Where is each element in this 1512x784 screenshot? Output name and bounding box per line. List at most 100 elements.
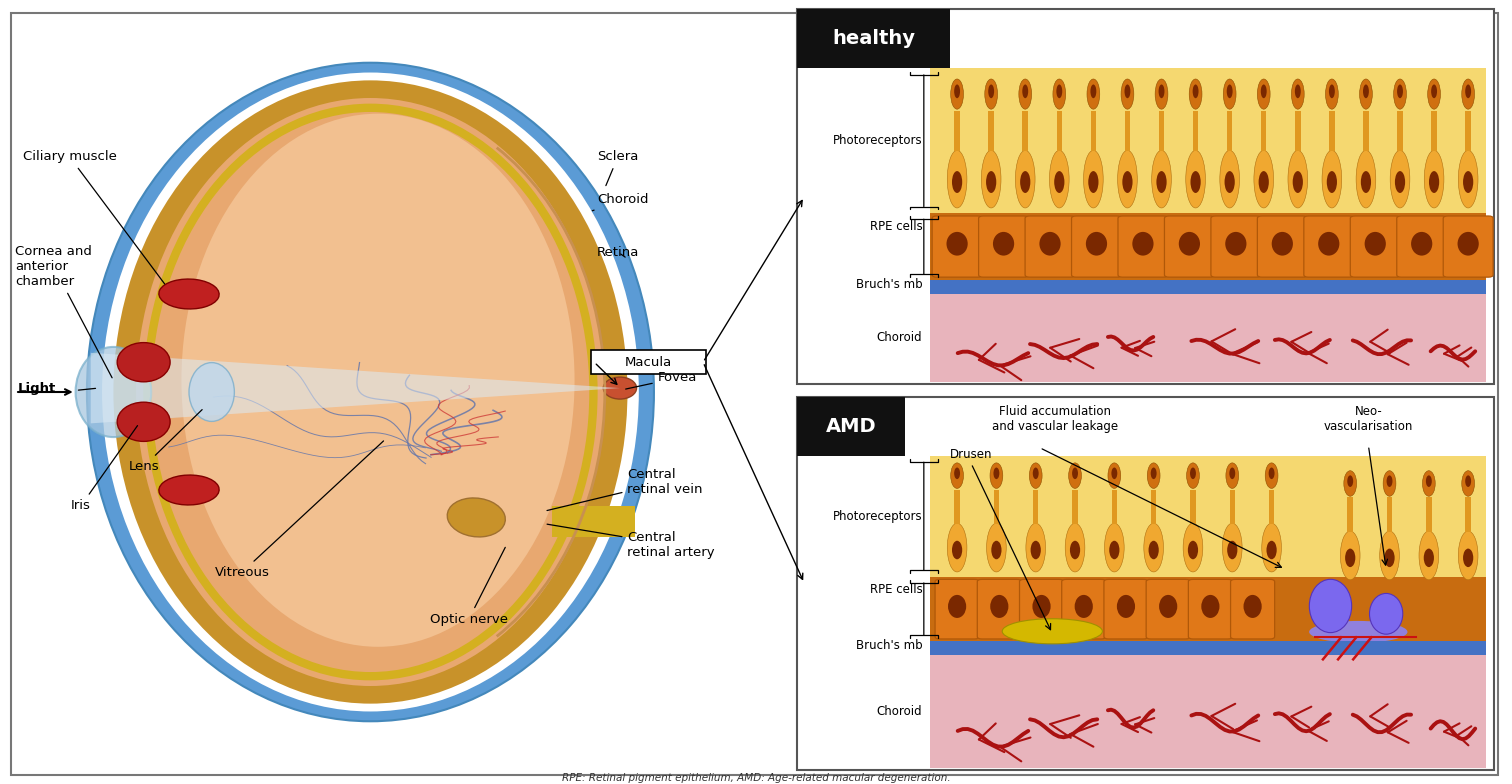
Ellipse shape (1340, 531, 1361, 580)
Ellipse shape (1069, 463, 1081, 488)
Ellipse shape (1394, 79, 1406, 109)
Bar (1465, 497, 1471, 532)
Ellipse shape (947, 232, 968, 256)
Ellipse shape (947, 151, 968, 208)
Ellipse shape (1272, 232, 1293, 256)
Bar (1158, 111, 1164, 151)
Ellipse shape (1370, 593, 1403, 634)
Ellipse shape (1019, 79, 1031, 109)
Ellipse shape (1049, 151, 1069, 208)
Ellipse shape (1182, 523, 1204, 572)
Ellipse shape (951, 79, 963, 109)
Ellipse shape (103, 73, 638, 712)
Ellipse shape (1089, 171, 1099, 193)
Ellipse shape (1087, 79, 1099, 109)
Bar (1226, 111, 1232, 151)
Bar (1387, 497, 1393, 532)
Bar (930, 641, 1486, 655)
Ellipse shape (1309, 579, 1352, 633)
Bar (797, 397, 904, 456)
FancyBboxPatch shape (1164, 216, 1214, 278)
Ellipse shape (954, 467, 960, 479)
Ellipse shape (1228, 541, 1237, 559)
Ellipse shape (1160, 595, 1178, 618)
FancyBboxPatch shape (1188, 579, 1232, 639)
Ellipse shape (954, 85, 960, 98)
Bar (1397, 111, 1403, 151)
Bar (930, 655, 1486, 768)
Ellipse shape (1222, 523, 1241, 572)
Ellipse shape (1125, 85, 1131, 98)
FancyBboxPatch shape (1072, 216, 1122, 278)
Ellipse shape (1110, 541, 1119, 559)
Bar (552, 506, 635, 537)
Text: Light: Light (18, 382, 56, 394)
Ellipse shape (1424, 151, 1444, 208)
Ellipse shape (993, 467, 999, 479)
Text: Choroid: Choroid (593, 194, 649, 211)
Ellipse shape (113, 80, 627, 704)
Ellipse shape (1122, 171, 1132, 193)
Ellipse shape (1344, 470, 1356, 496)
Ellipse shape (1157, 171, 1167, 193)
Ellipse shape (1132, 232, 1154, 256)
Ellipse shape (1190, 79, 1202, 109)
Bar (930, 280, 1486, 294)
Ellipse shape (118, 343, 169, 382)
FancyBboxPatch shape (977, 579, 1021, 639)
Ellipse shape (1269, 467, 1275, 479)
Ellipse shape (953, 541, 962, 559)
Ellipse shape (1258, 79, 1270, 109)
Bar (1193, 111, 1199, 151)
Text: RPE cells: RPE cells (869, 583, 922, 597)
FancyBboxPatch shape (1104, 579, 1148, 639)
Ellipse shape (1030, 463, 1042, 488)
FancyBboxPatch shape (1303, 216, 1353, 278)
Ellipse shape (1465, 85, 1471, 98)
Ellipse shape (86, 63, 653, 721)
FancyBboxPatch shape (1397, 216, 1447, 278)
Text: Fluid accumulation
and vascular leakage: Fluid accumulation and vascular leakage (992, 405, 1117, 433)
Ellipse shape (1464, 549, 1473, 567)
Bar (930, 213, 1486, 280)
Ellipse shape (1179, 232, 1201, 256)
Ellipse shape (1108, 463, 1120, 488)
Ellipse shape (1223, 79, 1235, 109)
Bar (1269, 489, 1275, 524)
Ellipse shape (1293, 171, 1303, 193)
FancyBboxPatch shape (1231, 579, 1275, 639)
Ellipse shape (1187, 463, 1199, 488)
Ellipse shape (1464, 171, 1473, 193)
Ellipse shape (1158, 85, 1164, 98)
FancyBboxPatch shape (933, 216, 981, 278)
Ellipse shape (990, 463, 1002, 488)
Ellipse shape (1143, 523, 1164, 572)
Text: Iris: Iris (71, 426, 138, 512)
Ellipse shape (1202, 595, 1220, 618)
Text: Vitreous: Vitreous (215, 441, 384, 579)
Ellipse shape (1294, 85, 1300, 98)
Text: Lens: Lens (129, 409, 203, 473)
Text: Central
retinal vein: Central retinal vein (547, 468, 703, 510)
Ellipse shape (1362, 85, 1368, 98)
Ellipse shape (1258, 171, 1269, 193)
Ellipse shape (1185, 151, 1205, 208)
Ellipse shape (1458, 531, 1477, 580)
Ellipse shape (1397, 85, 1403, 98)
Bar (797, 9, 950, 68)
Bar (1033, 489, 1039, 524)
Ellipse shape (1424, 549, 1433, 567)
Ellipse shape (1054, 171, 1064, 193)
Polygon shape (91, 353, 620, 423)
FancyBboxPatch shape (1025, 216, 1075, 278)
Bar (797, 397, 1494, 770)
Ellipse shape (1025, 523, 1046, 572)
Ellipse shape (448, 498, 505, 537)
Ellipse shape (1155, 79, 1167, 109)
Ellipse shape (1411, 232, 1432, 256)
Ellipse shape (1426, 475, 1432, 487)
Text: Photoreceptors: Photoreceptors (833, 134, 922, 147)
Ellipse shape (1229, 467, 1235, 479)
Ellipse shape (181, 114, 575, 647)
FancyBboxPatch shape (1061, 579, 1105, 639)
